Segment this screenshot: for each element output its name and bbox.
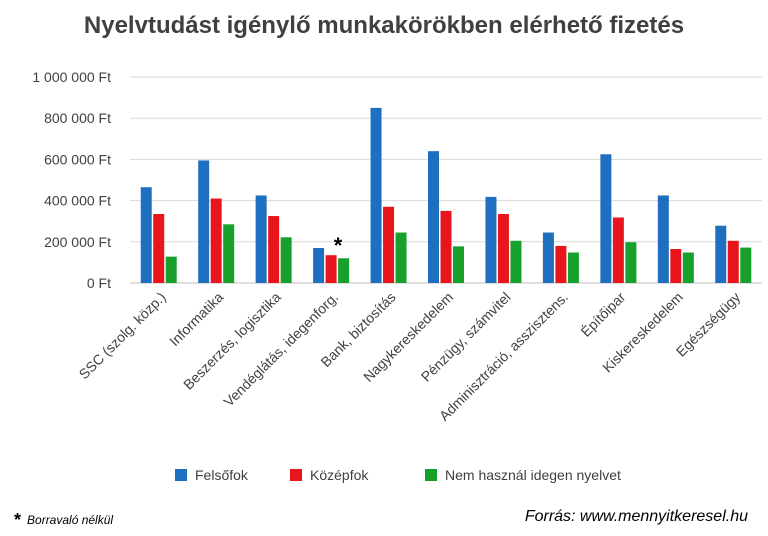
bar <box>255 195 267 283</box>
bar <box>370 107 382 284</box>
bar <box>600 154 612 283</box>
bar <box>338 258 350 283</box>
y-tick-label: 600 000 Ft <box>44 151 111 167</box>
annotation-mark: * <box>334 233 343 258</box>
bar <box>740 247 752 283</box>
bar <box>313 247 325 283</box>
bar <box>383 206 395 283</box>
x-tick-label: Beszerzés, logisztika <box>180 289 284 393</box>
legend-label: Középfok <box>310 467 369 483</box>
bar <box>198 160 210 283</box>
bar <box>453 246 464 283</box>
y-tick-label: 200 000 Ft <box>44 234 111 250</box>
legend-swatch <box>290 469 302 481</box>
y-tick-label: 0 Ft <box>87 275 111 291</box>
y-tick-label: 800 000 Ft <box>44 110 111 126</box>
bar <box>715 225 727 283</box>
bar <box>727 240 739 283</box>
bar <box>612 217 624 283</box>
y-tick-label: 1 000 000 Ft <box>32 69 111 85</box>
x-tick-label: Informatika <box>166 289 226 349</box>
bar <box>268 216 280 283</box>
bar <box>395 232 407 283</box>
bar <box>440 210 452 283</box>
legend-label: Nem használ idegen nyelvet <box>445 467 621 483</box>
footnote: * Borravaló nélkül <box>14 508 114 530</box>
bar <box>542 232 554 283</box>
bar <box>567 252 579 283</box>
bar <box>280 237 292 283</box>
bar <box>325 255 337 283</box>
bar <box>682 252 694 283</box>
source-note: Forrás: www.mennyitkeresel.hu <box>524 508 748 525</box>
chart-title: Nyelvtudást igénylő munkakörökben elérhe… <box>83 12 685 39</box>
bar <box>223 224 235 283</box>
footnote-text: Borravaló nélkül <box>27 513 114 527</box>
bar <box>428 151 439 283</box>
legend-swatch <box>175 469 187 481</box>
bar <box>153 213 165 283</box>
bar <box>497 213 509 283</box>
x-tick-label: SSC (szolg. közp.) <box>76 289 169 382</box>
footnote-mark: * <box>14 510 22 530</box>
bar <box>657 195 669 283</box>
x-tick-label: Vendéglátás, idegenforg. <box>220 289 341 410</box>
bar <box>510 240 522 283</box>
bar <box>165 256 177 283</box>
bar <box>140 187 152 283</box>
bar <box>210 198 222 283</box>
bar <box>625 242 637 283</box>
bar <box>670 249 682 283</box>
bar <box>555 245 567 283</box>
x-tick-label: Építőipar <box>578 289 629 340</box>
y-tick-label: 400 000 Ft <box>44 193 111 209</box>
legend-label: Felsőfok <box>195 467 249 483</box>
legend-swatch <box>425 469 437 481</box>
bar <box>485 196 497 283</box>
